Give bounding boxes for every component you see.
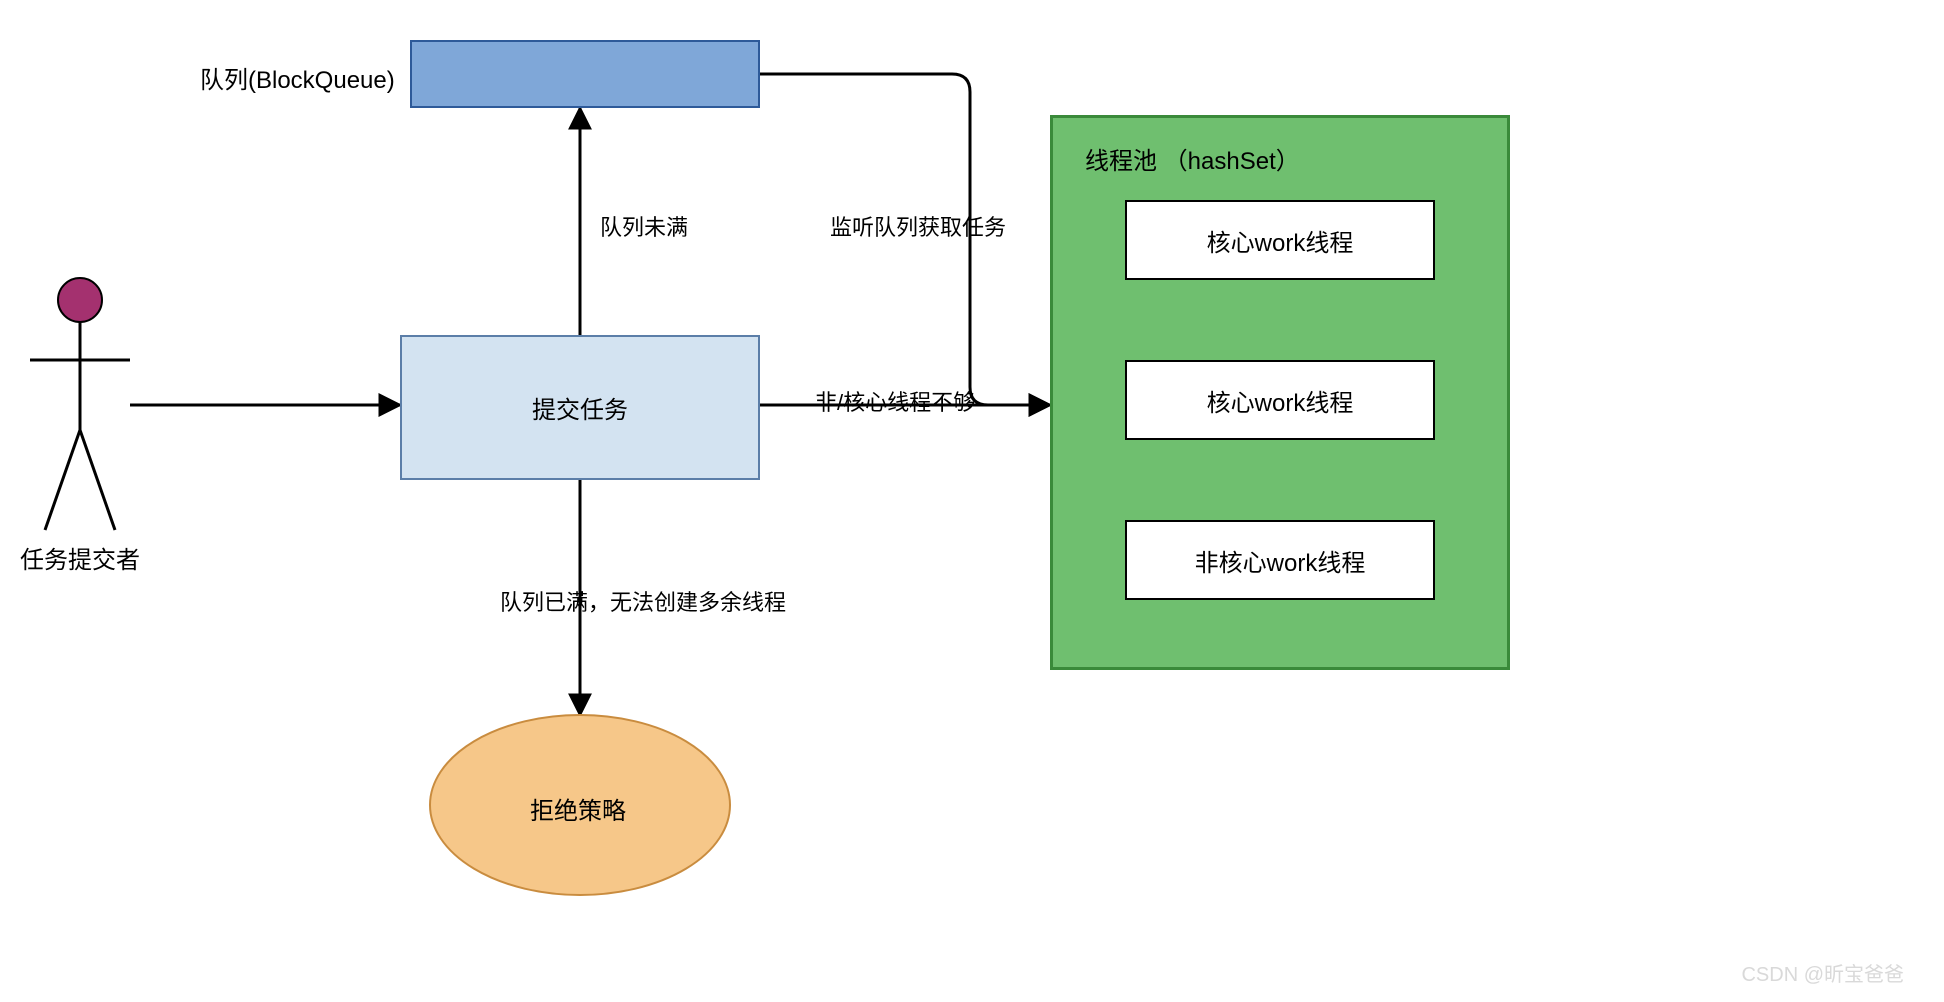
pool-item-label: 核心work线程: [1207, 383, 1354, 418]
pool-item: 核心work线程: [1125, 200, 1435, 280]
queue-label: 队列(BlockQueue): [200, 60, 395, 95]
pool-item-label: 核心work线程: [1207, 223, 1354, 258]
actor-task-submitter: [30, 278, 130, 530]
node-submit-task: 提交任务: [400, 335, 760, 480]
reject-label: 拒绝策略: [530, 791, 626, 826]
edges-layer: [0, 0, 1944, 1002]
pool-item: 核心work线程: [1125, 360, 1435, 440]
watermark: CSDN @昕宝爸爸: [1741, 958, 1904, 987]
pool-item: 非核心work线程: [1125, 520, 1435, 600]
edge-label-queue-to-pool: 监听队列获取任务: [830, 210, 1006, 242]
edge-label-submit-to-queue: 队列未满: [600, 210, 688, 242]
node-queue: [410, 40, 760, 108]
edge-label-submit-to-pool: 非/核心线程不够: [815, 385, 975, 417]
edge-label-submit-to-reject: 队列已满，无法创建多余线程: [500, 585, 786, 617]
pool-title: 线程池 （hashSet）: [1085, 141, 1300, 176]
pool-item-label: 非核心work线程: [1195, 543, 1366, 578]
diagram-canvas: 队列(BlockQueue) 提交任务 拒绝策略 线程池 （hashSet） 核…: [0, 0, 1944, 1002]
actor-label: 任务提交者: [20, 540, 140, 575]
submit-label: 提交任务: [532, 390, 628, 425]
